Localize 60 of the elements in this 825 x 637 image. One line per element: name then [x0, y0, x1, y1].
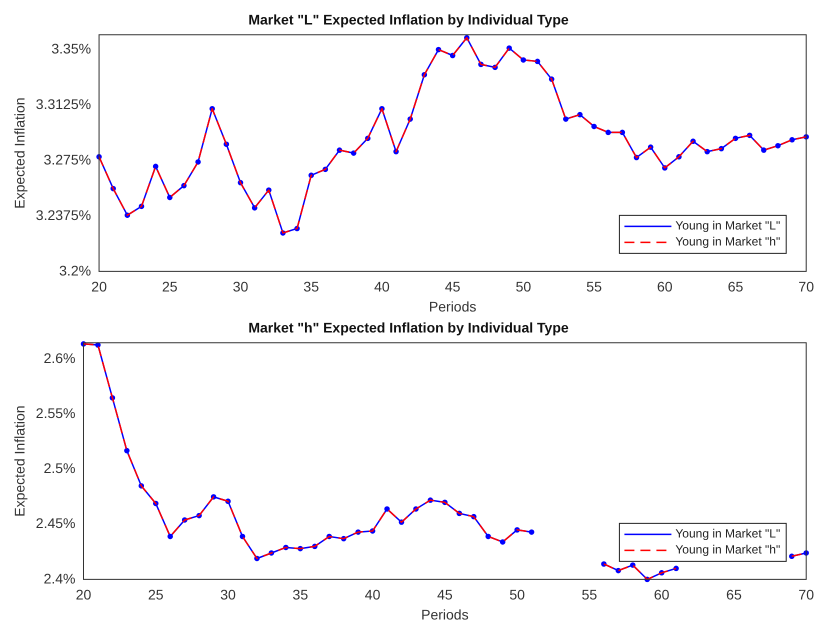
point: [520, 57, 526, 63]
x-tick-label: 50: [516, 278, 532, 295]
legend-label: Young in Market "h": [675, 542, 780, 557]
point: [195, 159, 201, 165]
x-tick-label: 55: [582, 586, 598, 603]
point: [761, 147, 767, 153]
y-tick-label: 2.45%: [36, 515, 76, 532]
y-tick-label: 3.35%: [51, 40, 92, 56]
legend-label: Young in Market "L": [675, 218, 780, 233]
y-tick-label: 3.275%: [44, 151, 92, 168]
x-tick-label: 30: [232, 278, 248, 295]
x-tick-label: 50: [509, 586, 526, 603]
y-tick-label: 2.4%: [44, 570, 76, 586]
x-tick-label: 35: [303, 278, 320, 295]
x-tick-label: 70: [798, 278, 814, 295]
point: [240, 534, 246, 540]
point: [605, 130, 611, 136]
x-tick-label: 45: [437, 586, 453, 603]
x-tick-label: 45: [444, 278, 461, 295]
x-tick-label: 40: [374, 278, 390, 295]
point: [563, 116, 569, 122]
point: [789, 137, 795, 143]
y-tick-label: 3.2375%: [36, 206, 92, 223]
chart-title: Market "L" Expected Inflation by Individual Type: [248, 11, 569, 28]
x-axis-title: Periods: [421, 606, 469, 622]
x-tick-label: 60: [654, 586, 670, 603]
point: [167, 194, 173, 200]
x-tick-label: 30: [220, 586, 236, 603]
x-tick-label: 25: [162, 278, 178, 295]
x-axis-title: Periods: [428, 298, 476, 314]
y-axis-title: Expected Inflation: [11, 405, 28, 517]
point: [775, 142, 781, 148]
x-tick-label: 65: [728, 278, 744, 295]
point: [485, 534, 491, 540]
y-axis-title: Expected Inflation: [11, 97, 28, 209]
point: [528, 529, 534, 535]
point: [350, 150, 356, 156]
point: [152, 164, 158, 170]
legend-label: Young in Market "L": [675, 526, 780, 541]
point: [167, 534, 173, 540]
y-tick-label: 3.2%: [59, 262, 92, 278]
x-tick-label: 70: [798, 586, 814, 603]
point: [124, 448, 130, 454]
legend-label: Young in Market "h": [675, 234, 780, 249]
y-tick-label: 2.6%: [44, 350, 76, 366]
x-tick-label: 20: [76, 586, 92, 603]
point: [591, 124, 597, 130]
x-tick-label: 55: [586, 278, 602, 295]
x-tick-label: 60: [656, 278, 673, 295]
x-tick-label: 25: [148, 586, 164, 603]
x-tick-label: 65: [726, 586, 742, 603]
point: [384, 506, 390, 512]
y-tick-label: 3.3125%: [36, 96, 92, 112]
chart-title: Market "h" Expected Inflation by Individual Type: [248, 319, 569, 336]
x-tick-label: 40: [364, 586, 381, 603]
y-tick-label: 2.55%: [36, 405, 76, 422]
point: [500, 539, 506, 545]
x-tick-label: 20: [91, 278, 108, 295]
x-tick-label: 35: [292, 586, 308, 603]
y-tick-label: 2.5%: [44, 460, 76, 476]
